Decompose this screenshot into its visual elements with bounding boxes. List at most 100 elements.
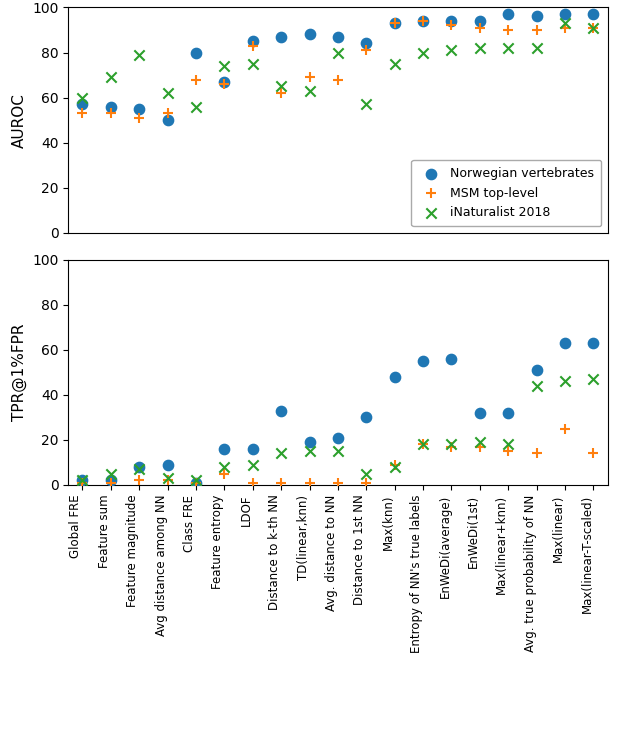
MSM top-level: [588, 22, 598, 34]
MSM top-level: [361, 44, 371, 56]
Point: [78, 477, 87, 489]
Point: [475, 407, 485, 419]
Y-axis label: AUROC: AUROC: [12, 93, 27, 148]
Point: [361, 411, 371, 423]
Point: [248, 459, 258, 471]
MSM top-level: [446, 19, 456, 31]
Point: [532, 364, 542, 376]
Point: [191, 474, 201, 486]
Norwegian vertebrates: [304, 28, 314, 40]
Point: [503, 439, 513, 451]
MSM top-level: [418, 15, 428, 27]
iNaturalist 2018: [588, 22, 598, 34]
iNaturalist 2018: [475, 42, 485, 54]
Norwegian vertebrates: [361, 37, 371, 49]
MSM top-level: [503, 24, 513, 36]
MSM top-level: [191, 74, 201, 86]
MSM top-level: [560, 22, 570, 34]
iNaturalist 2018: [304, 85, 314, 97]
Point: [560, 375, 570, 387]
Norwegian vertebrates: [560, 8, 570, 20]
Point: [503, 445, 513, 457]
iNaturalist 2018: [390, 57, 400, 69]
iNaturalist 2018: [446, 44, 456, 56]
Norwegian vertebrates: [106, 101, 116, 113]
Point: [106, 474, 116, 486]
MSM top-level: [475, 22, 485, 34]
Point: [532, 380, 542, 392]
iNaturalist 2018: [191, 101, 201, 113]
MSM top-level: [106, 107, 116, 119]
Norwegian vertebrates: [276, 31, 286, 43]
iNaturalist 2018: [248, 57, 258, 69]
Point: [276, 448, 286, 460]
Point: [191, 477, 201, 489]
MSM top-level: [390, 17, 400, 29]
Point: [162, 474, 172, 486]
Point: [333, 432, 343, 444]
Point: [191, 477, 201, 489]
Point: [333, 477, 343, 489]
Point: [134, 474, 144, 486]
Point: [276, 477, 286, 489]
Point: [588, 337, 598, 349]
Point: [446, 439, 456, 451]
Norwegian vertebrates: [219, 76, 229, 88]
iNaturalist 2018: [333, 46, 343, 58]
Norwegian vertebrates: [475, 15, 485, 27]
Point: [276, 404, 286, 416]
iNaturalist 2018: [560, 17, 570, 29]
Point: [588, 373, 598, 385]
Norwegian vertebrates: [532, 10, 542, 22]
Point: [475, 436, 485, 448]
Norwegian vertebrates: [503, 8, 513, 20]
Point: [446, 353, 456, 365]
MSM top-level: [333, 74, 343, 86]
MSM top-level: [276, 87, 286, 99]
Point: [78, 474, 87, 486]
Point: [418, 439, 428, 451]
Point: [134, 461, 144, 473]
iNaturalist 2018: [162, 87, 172, 99]
MSM top-level: [219, 78, 229, 90]
Legend: Norwegian vertebrates, MSM top-level, iNaturalist 2018: Norwegian vertebrates, MSM top-level, iN…: [411, 160, 601, 227]
Norwegian vertebrates: [191, 46, 201, 58]
Point: [304, 477, 314, 489]
Point: [390, 461, 400, 473]
MSM top-level: [162, 107, 172, 119]
iNaturalist 2018: [219, 60, 229, 72]
Norwegian vertebrates: [248, 35, 258, 47]
MSM top-level: [78, 107, 87, 119]
Norwegian vertebrates: [588, 8, 598, 20]
Point: [162, 472, 172, 484]
MSM top-level: [532, 24, 542, 36]
Norwegian vertebrates: [134, 103, 144, 115]
iNaturalist 2018: [532, 42, 542, 54]
Norwegian vertebrates: [333, 31, 343, 43]
Point: [475, 441, 485, 453]
Point: [248, 477, 258, 489]
Point: [219, 461, 229, 473]
Norwegian vertebrates: [418, 15, 428, 27]
iNaturalist 2018: [418, 46, 428, 58]
iNaturalist 2018: [78, 92, 87, 104]
Point: [219, 468, 229, 480]
Norwegian vertebrates: [390, 17, 400, 29]
Point: [390, 371, 400, 383]
Point: [390, 459, 400, 471]
Point: [503, 407, 513, 419]
Point: [560, 337, 570, 349]
Point: [532, 448, 542, 460]
Point: [106, 468, 116, 480]
iNaturalist 2018: [106, 72, 116, 84]
MSM top-level: [304, 72, 314, 84]
Point: [446, 441, 456, 453]
Point: [219, 443, 229, 455]
iNaturalist 2018: [361, 98, 371, 110]
Point: [361, 468, 371, 480]
iNaturalist 2018: [276, 81, 286, 93]
Point: [304, 445, 314, 457]
MSM top-level: [134, 112, 144, 124]
Norwegian vertebrates: [78, 98, 87, 110]
Y-axis label: TPR@1%FPR: TPR@1%FPR: [11, 324, 27, 421]
